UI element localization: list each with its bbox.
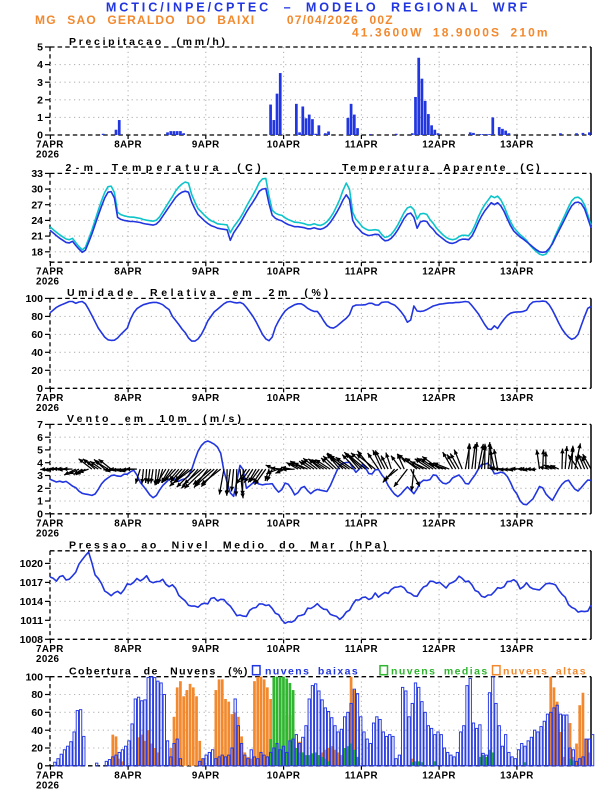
svg-text:2026: 2026: [36, 403, 60, 414]
svg-text:1020: 1020: [20, 558, 44, 570]
svg-text:10APR: 10APR: [267, 518, 301, 529]
svg-text:1: 1: [37, 496, 43, 508]
svg-text:7APR: 7APR: [36, 770, 64, 781]
svg-text:2026: 2026: [36, 528, 60, 539]
svg-text:8APR: 8APR: [114, 267, 142, 278]
svg-text:1: 1: [37, 112, 43, 124]
svg-text:100: 100: [25, 671, 43, 683]
svg-text:7APR: 7APR: [36, 393, 64, 404]
svg-text:9APR: 9APR: [192, 644, 220, 655]
svg-text:10APR: 10APR: [267, 140, 301, 151]
svg-text:13APR: 13APR: [500, 770, 534, 781]
svg-text:Precipitacao (mm/h): Precipitacao (mm/h): [69, 36, 228, 48]
svg-text:Pressao ao Nivel Medio do Mar: Pressao ao Nivel Medio do Mar (hPa): [69, 540, 389, 552]
svg-text:27: 27: [31, 199, 43, 211]
svg-text:8APR: 8APR: [114, 644, 142, 655]
svg-text:0: 0: [37, 508, 43, 520]
svg-text:Umidade Relativa em 2m (%): Umidade Relativa em 2m (%): [67, 287, 332, 299]
svg-text:12APR: 12APR: [422, 140, 456, 151]
svg-text:1008: 1008: [20, 634, 44, 646]
svg-text:2: 2: [37, 483, 43, 495]
svg-text:9APR: 9APR: [192, 770, 220, 781]
svg-text:6: 6: [37, 432, 43, 444]
svg-text:2026: 2026: [36, 277, 60, 288]
svg-text:0: 0: [37, 760, 43, 772]
svg-text:60: 60: [31, 329, 43, 341]
svg-text:4: 4: [37, 59, 43, 71]
svg-text:8APR: 8APR: [114, 393, 142, 404]
svg-text:MG SAO GERALDO DO BAIXI 07/0: MG SAO GERALDO DO BAIXI 07/04/2026 00Z: [35, 13, 394, 27]
svg-text:33: 33: [31, 168, 43, 180]
svg-text:13APR: 13APR: [500, 393, 534, 404]
svg-text:2026: 2026: [36, 654, 60, 665]
svg-text:2026: 2026: [36, 780, 60, 791]
svg-text:3: 3: [37, 470, 43, 482]
svg-text:12APR: 12APR: [422, 267, 456, 278]
svg-text:13APR: 13APR: [500, 644, 534, 655]
svg-text:2: 2: [37, 94, 43, 106]
svg-text:5: 5: [37, 42, 43, 54]
svg-text:MCTIC/INPE/CPTEC – MODELO REGI: MCTIC/INPE/CPTEC – MODELO REGIONAL WRF: [106, 1, 530, 15]
svg-text:8APR: 8APR: [114, 770, 142, 781]
svg-text:13APR: 13APR: [500, 518, 534, 529]
svg-text:100: 100: [25, 293, 43, 305]
svg-text:8APR: 8APR: [114, 140, 142, 151]
svg-text:41.3600W 18.9000S 210m: 41.3600W 18.9000S 210m: [352, 26, 550, 40]
svg-text:8APR: 8APR: [114, 518, 142, 529]
svg-text:10APR: 10APR: [267, 644, 301, 655]
svg-text:7: 7: [37, 419, 43, 431]
svg-text:11APR: 11APR: [345, 770, 378, 781]
svg-text:7APR: 7APR: [36, 518, 64, 529]
svg-text:24: 24: [31, 215, 43, 227]
svg-text:40: 40: [31, 347, 43, 359]
svg-text:13APR: 13APR: [500, 140, 534, 151]
svg-text:80: 80: [31, 689, 43, 701]
svg-text:Temperatura Aparente (C): Temperatura Aparente (C): [342, 162, 542, 174]
svg-text:9APR: 9APR: [192, 140, 220, 151]
svg-text:1014: 1014: [20, 596, 44, 608]
svg-text:Cobertura de Nuvens (%): Cobertura de Nuvens (%): [69, 666, 249, 678]
svg-text:20: 20: [31, 365, 43, 377]
svg-text:12APR: 12APR: [422, 770, 456, 781]
svg-text:11APR: 11APR: [345, 140, 378, 151]
svg-text:40: 40: [31, 725, 43, 737]
svg-text:1017: 1017: [20, 577, 44, 589]
svg-text:3: 3: [37, 77, 43, 89]
svg-text:10APR: 10APR: [267, 267, 301, 278]
svg-text:30: 30: [31, 184, 43, 196]
svg-text:21: 21: [31, 231, 43, 243]
svg-text:9APR: 9APR: [192, 518, 220, 529]
svg-text:11APR: 11APR: [345, 393, 378, 404]
svg-text:0: 0: [37, 130, 43, 142]
svg-text:11APR: 11APR: [345, 518, 378, 529]
svg-text:18: 18: [31, 246, 43, 258]
svg-text:1011: 1011: [20, 615, 43, 627]
svg-text:7APR: 7APR: [36, 644, 64, 655]
svg-text:nuvens baixas: nuvens baixas: [265, 666, 359, 678]
svg-text:11APR: 11APR: [345, 267, 378, 278]
svg-text:Vento em 10m (m/s): Vento em 10m (m/s): [67, 413, 244, 425]
svg-text:7APR: 7APR: [36, 140, 64, 151]
svg-text:20: 20: [31, 743, 43, 755]
svg-text:80: 80: [31, 311, 43, 323]
svg-text:4: 4: [37, 457, 43, 469]
svg-text:12APR: 12APR: [422, 644, 456, 655]
svg-text:5: 5: [37, 445, 43, 457]
svg-text:12APR: 12APR: [422, 518, 456, 529]
svg-text:nuvens medias: nuvens medias: [391, 666, 489, 678]
svg-text:2-m Temperatura (C): 2-m Temperatura (C): [66, 162, 266, 174]
svg-text:0: 0: [37, 383, 43, 395]
svg-text:10APR: 10APR: [267, 393, 301, 404]
svg-text:9APR: 9APR: [192, 393, 220, 404]
svg-text:13APR: 13APR: [500, 267, 534, 278]
svg-text:60: 60: [31, 707, 43, 719]
svg-text:7APR: 7APR: [36, 267, 64, 278]
svg-text:11APR: 11APR: [345, 644, 378, 655]
svg-text:nuvens altas: nuvens altas: [503, 666, 587, 678]
svg-text:9APR: 9APR: [192, 267, 220, 278]
svg-text:10APR: 10APR: [267, 770, 301, 781]
svg-text:12APR: 12APR: [422, 393, 456, 404]
svg-text:2026: 2026: [36, 150, 60, 161]
